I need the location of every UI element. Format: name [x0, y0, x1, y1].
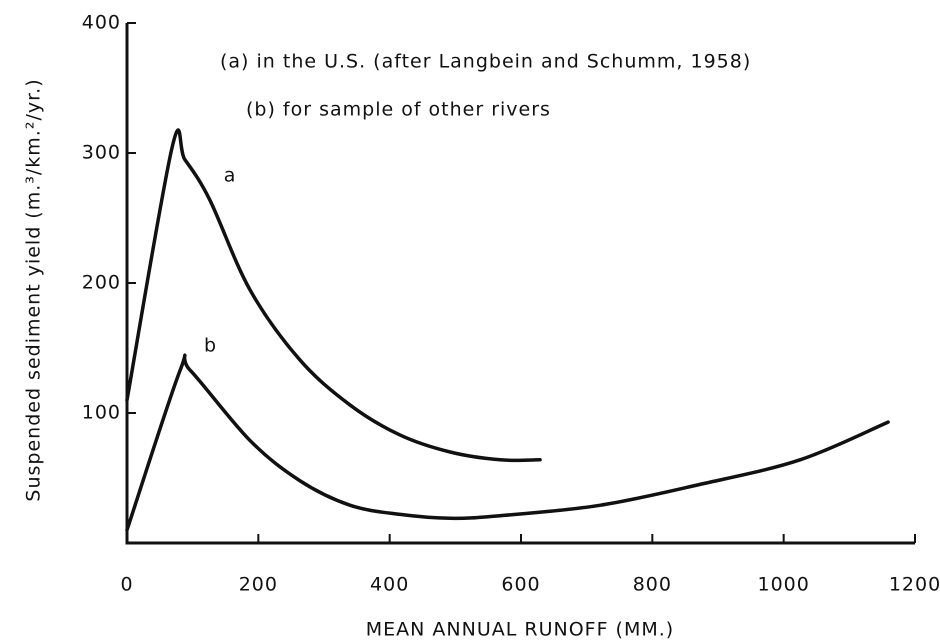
curve	[125, 128, 542, 463]
y-tick-label: 100	[82, 402, 121, 424]
x-axis-label: MEAN ANNUAL RUNOFF (MM.)	[366, 619, 674, 641]
y-tick-label: 300	[82, 142, 121, 164]
x-tick-label: 600	[501, 574, 540, 596]
series-label: b	[204, 335, 217, 357]
x-tick-label: 0	[120, 574, 133, 596]
series-label: a	[224, 164, 237, 186]
y-tick-label: 400	[82, 12, 121, 34]
annotation: (b) for sample of other rivers	[246, 99, 551, 121]
x-tick-label: 800	[633, 574, 672, 596]
y-axis-label: Suspended sediment yield (m.³/km.²/yr.)	[23, 78, 45, 501]
x-tick-label: 1200	[889, 574, 940, 596]
curve	[125, 353, 890, 532]
x-tick-label: 200	[239, 574, 278, 596]
x-tick-label: 1000	[757, 574, 809, 596]
x-tick-label: 400	[370, 574, 409, 596]
y-tick-label: 200	[82, 272, 121, 294]
annotation: (a) in the U.S. (after Langbein and Schu…	[220, 51, 751, 73]
